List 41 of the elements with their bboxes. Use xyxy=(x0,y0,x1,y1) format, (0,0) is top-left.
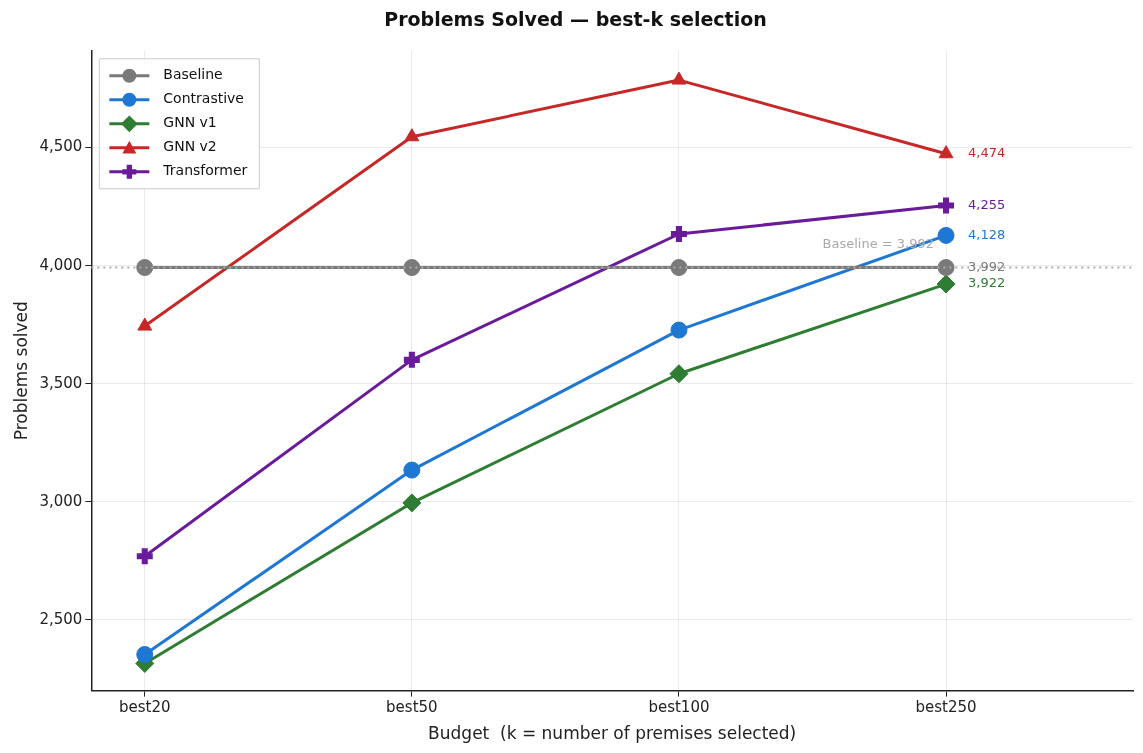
legend-label: Contrastive xyxy=(163,90,244,107)
y-tick-label: 3,500 xyxy=(39,373,83,392)
point xyxy=(136,259,154,277)
point xyxy=(938,197,955,214)
chart-title: Problems Solved — best-k selection xyxy=(384,8,767,31)
y-tick-label: 2,500 xyxy=(39,609,83,628)
point xyxy=(671,71,687,85)
point xyxy=(136,645,154,663)
point xyxy=(403,461,421,479)
data-label: 4,255 xyxy=(968,196,1006,212)
data-label: 3,992 xyxy=(968,258,1006,274)
legend-label: Transformer xyxy=(162,162,248,179)
point xyxy=(937,226,955,244)
x-tick-label: best20 xyxy=(118,698,171,717)
legend-label: Baseline xyxy=(163,66,223,83)
point xyxy=(137,317,153,331)
y-tick-label: 4,000 xyxy=(39,255,83,274)
point xyxy=(136,548,153,565)
point xyxy=(937,259,955,277)
point xyxy=(403,351,420,368)
point xyxy=(402,493,422,513)
legend-label: GNN v1 xyxy=(163,114,217,131)
y-tick-label: 3,000 xyxy=(39,491,83,510)
point xyxy=(403,259,421,277)
x-tick-label: best250 xyxy=(915,698,977,717)
point xyxy=(670,321,688,339)
point xyxy=(670,259,688,277)
x-axis-title: Budget (k = number of premises selected) xyxy=(428,723,797,744)
point xyxy=(670,226,687,243)
data-label: 3,922 xyxy=(968,275,1006,291)
data-label: 4,474 xyxy=(968,145,1006,161)
y-tick-label: 4,500 xyxy=(39,137,83,156)
point xyxy=(936,274,956,294)
legend-label: GNN v2 xyxy=(163,138,217,155)
x-tick-label: best50 xyxy=(386,698,438,717)
point xyxy=(404,128,420,142)
x-tick-label: best100 xyxy=(648,698,710,717)
point xyxy=(669,364,689,384)
data-label: 4,128 xyxy=(968,226,1006,242)
point xyxy=(938,145,954,159)
y-axis-title: Problems solved xyxy=(10,301,31,441)
